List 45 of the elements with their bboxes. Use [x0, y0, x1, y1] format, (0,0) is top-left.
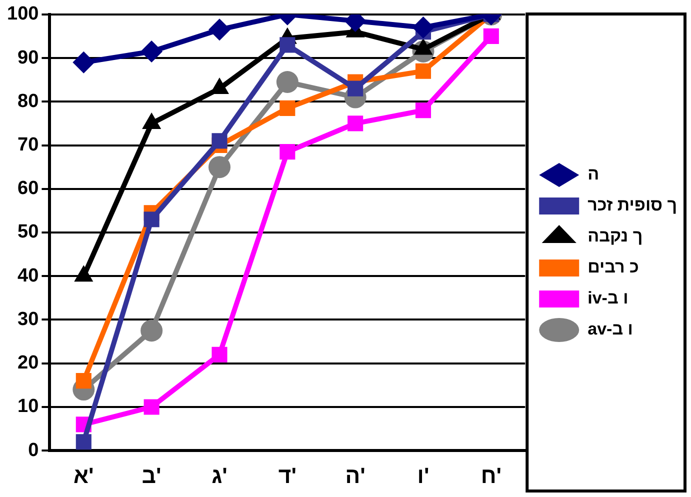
point — [483, 28, 499, 44]
y-tick-label: 80 — [18, 90, 39, 112]
point — [76, 373, 92, 389]
y-tick-label: 40 — [18, 265, 39, 286]
point — [280, 37, 296, 53]
legend-label: ך נקבה — [588, 226, 643, 246]
point — [415, 63, 432, 79]
point — [72, 51, 95, 74]
point — [144, 212, 160, 228]
x-tick-label: ה' — [345, 462, 366, 488]
x-tick-label: ו' — [417, 462, 430, 488]
point — [208, 156, 230, 178]
x-tick-label: ב' — [142, 462, 162, 488]
point — [212, 133, 228, 149]
point — [348, 116, 364, 132]
y-tick-label: 70 — [18, 134, 39, 156]
y-tick-label: 100 — [7, 4, 39, 25]
x-tick-label: א' — [74, 462, 94, 488]
y-tick-label: 10 — [18, 396, 39, 418]
point — [212, 346, 228, 362]
x-tick-label: ג' — [212, 462, 228, 488]
point — [280, 100, 296, 116]
point — [208, 18, 230, 41]
point — [140, 40, 163, 62]
point — [144, 399, 160, 415]
point — [276, 71, 298, 94]
x-tick-label: ד' — [278, 462, 296, 488]
y-tick-label: 50 — [18, 222, 39, 243]
x-tick-label: ח' — [480, 462, 502, 488]
y-tick-label: 0 — [28, 440, 39, 461]
legend-label: av-ו ב — [588, 320, 633, 339]
legend-label: ך סופית זכר — [588, 196, 678, 215]
y-tick-label: 90 — [18, 47, 39, 68]
point — [415, 102, 432, 118]
y-tick-label: 30 — [18, 308, 39, 330]
legend-label: iv-ו ב — [588, 288, 628, 308]
point — [412, 16, 434, 38]
point — [140, 320, 163, 342]
y-tick-label: 20 — [18, 352, 39, 374]
legend-label: ה — [588, 164, 600, 184]
point — [280, 144, 296, 160]
y-tick-label: 60 — [18, 178, 39, 200]
legend-label: כ רבים — [588, 258, 639, 277]
point — [76, 434, 92, 450]
point — [348, 80, 364, 96]
